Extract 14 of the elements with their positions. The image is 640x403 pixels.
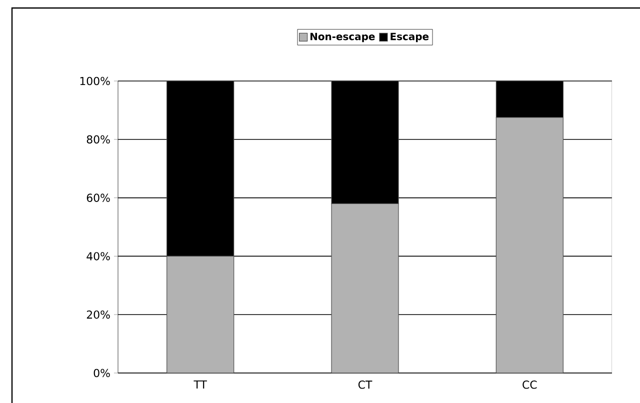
x-tick-label: CC [522, 380, 537, 389]
x-tick-label: CT [358, 380, 372, 389]
y-tick-label: 80% [86, 135, 110, 144]
y-tick-label: 0% [94, 368, 110, 378]
legend-label: Non-escape [310, 32, 375, 42]
legend-label: Escape [390, 32, 429, 42]
x-tick-label: TT [194, 380, 207, 389]
bar [331, 203, 399, 373]
y-tick-label: 100% [80, 76, 110, 86]
bar [166, 256, 234, 373]
y-tick-label: 60% [86, 194, 110, 202]
y-tick-label: 20% [86, 310, 110, 319]
bar [496, 117, 564, 373]
y-tick-label: 40% [86, 252, 110, 260]
